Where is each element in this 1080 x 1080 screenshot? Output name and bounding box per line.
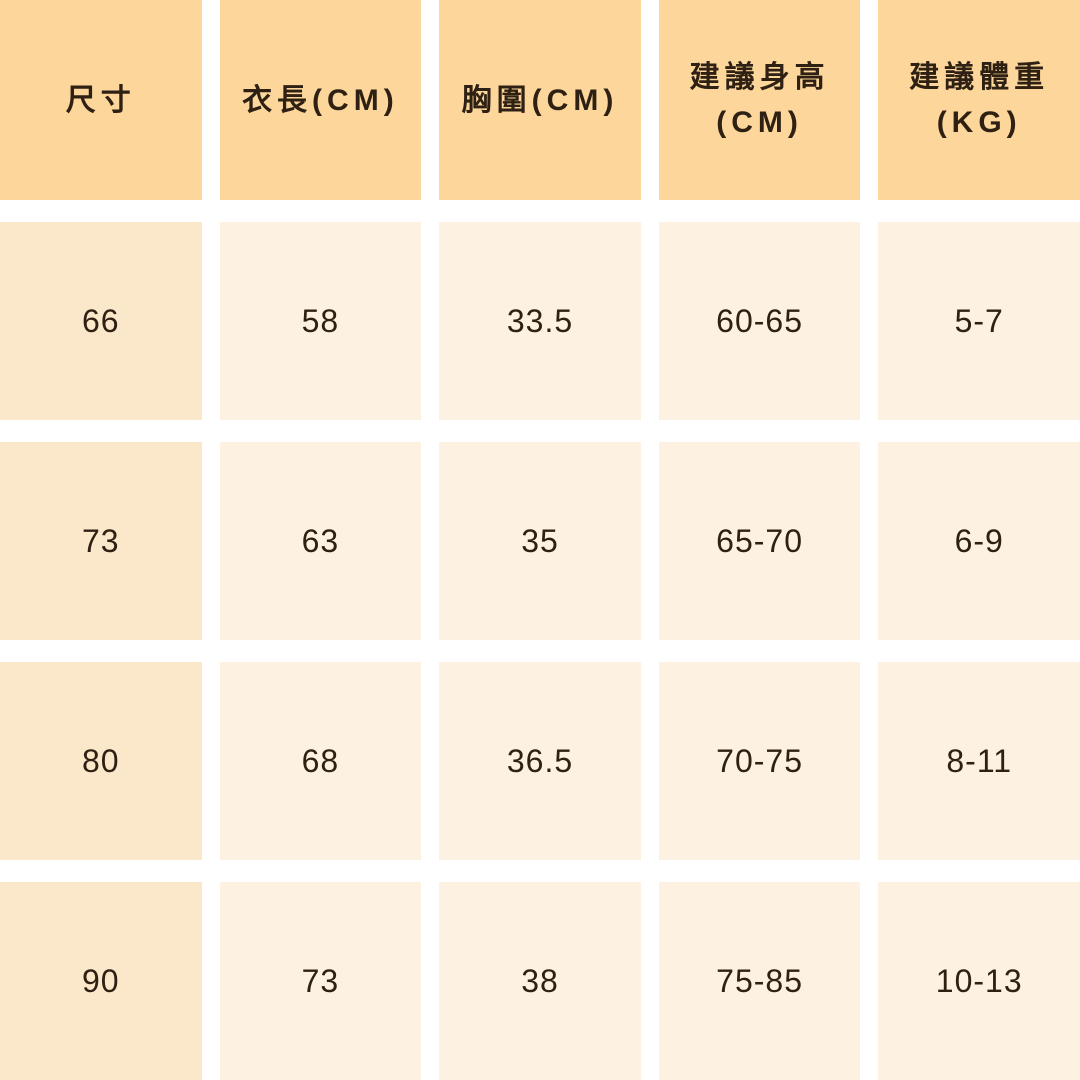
table-cell: 65-70 [658,442,861,640]
table-cell: 33.5 [439,222,641,420]
table-cell: 73 [219,882,422,1080]
table-cell: 58 [219,222,422,420]
header-recommended-height: 建議身高 (CM) [658,0,861,200]
table-cell: 90 [0,882,202,1080]
table-cell: 10-13 [878,882,1080,1080]
table-cell: 75-85 [658,882,861,1080]
table-cell: 68 [219,662,422,860]
table-cell: 36.5 [439,662,641,860]
header-garment-length: 衣長(CM) [219,0,422,200]
table-cell: 38 [439,882,641,1080]
header-recommended-weight: 建議體重 (KG) [878,0,1080,200]
header-chest: 胸圍(CM) [439,0,641,200]
table-cell: 5-7 [878,222,1080,420]
table-cell: 60-65 [658,222,861,420]
header-size: 尺寸 [0,0,202,200]
table-cell: 70-75 [658,662,861,860]
table-cell: 66 [0,222,202,420]
table-cell: 35 [439,442,641,640]
table-cell: 80 [0,662,202,860]
table-cell: 8-11 [878,662,1080,860]
table-cell: 73 [0,442,202,640]
table-cell: 63 [219,442,422,640]
table-cell: 6-9 [878,442,1080,640]
